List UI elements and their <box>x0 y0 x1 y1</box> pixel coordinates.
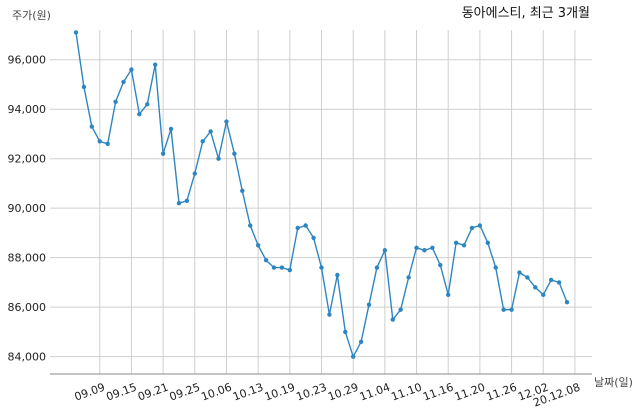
data-point <box>453 240 459 246</box>
x-tick-label: 11.04 <box>358 381 392 404</box>
data-point <box>263 257 269 263</box>
grid-lines <box>50 30 592 374</box>
data-point <box>121 79 126 85</box>
data-point <box>327 312 332 317</box>
data-point <box>382 248 388 253</box>
data-point <box>137 111 142 117</box>
data-point <box>414 245 419 250</box>
data-point <box>311 235 316 241</box>
data-point <box>469 225 475 231</box>
x-tick-label: 10.29 <box>326 381 360 404</box>
x-tick-label: 10.23 <box>294 381 328 404</box>
data-point <box>501 307 506 312</box>
x-tick-label: 09.09 <box>73 381 107 404</box>
data-point <box>81 84 87 90</box>
x-tick-label: 11.16 <box>421 381 455 404</box>
data-point <box>160 151 166 156</box>
data-point <box>548 277 554 283</box>
x-tick-label: 11.20 <box>453 381 487 404</box>
data-point <box>208 129 213 134</box>
data-point <box>422 248 427 253</box>
x-tick-label: 10.13 <box>231 381 265 404</box>
data-point <box>517 270 522 275</box>
data-point <box>374 265 380 270</box>
y-tick-label: 86,000 <box>8 301 47 314</box>
x-axis-label: 날짜(일) <box>594 375 633 389</box>
data-point <box>343 329 348 335</box>
data-point <box>240 188 245 194</box>
data-point <box>168 126 174 132</box>
data-point <box>303 223 308 228</box>
data-point <box>493 265 498 270</box>
data-point <box>73 30 79 35</box>
y-axis-label: 주가(원) <box>12 9 51 22</box>
data-point <box>390 317 395 322</box>
data-point <box>97 139 102 144</box>
data-point <box>176 201 182 206</box>
data-point <box>335 272 340 278</box>
data-point <box>248 223 253 228</box>
data-point <box>232 151 237 156</box>
y-tick-label: 88,000 <box>8 252 47 265</box>
data-point <box>446 292 451 298</box>
x-tick-label: 10.06 <box>199 381 233 404</box>
data-point <box>192 171 197 176</box>
data-point <box>406 275 411 280</box>
data-point <box>184 198 190 203</box>
data-point <box>105 141 110 147</box>
data-point <box>541 292 546 298</box>
data-point <box>279 265 285 270</box>
data-point <box>556 280 562 285</box>
x-tick-label: 10.19 <box>263 381 297 404</box>
y-tick-label: 92,000 <box>8 153 47 166</box>
x-tick-label: 09.15 <box>104 381 138 404</box>
data-point <box>525 275 530 280</box>
data-point <box>89 124 95 129</box>
y-tick-label: 94,000 <box>8 103 47 116</box>
data-point <box>145 102 150 107</box>
data-point <box>271 265 277 270</box>
data-point <box>255 243 261 248</box>
data-point <box>200 139 205 144</box>
data-point <box>430 245 435 250</box>
data-point <box>366 302 372 307</box>
y-tick-label: 90,000 <box>8 202 47 215</box>
data-point <box>533 285 538 290</box>
data-point <box>564 300 570 305</box>
data-point <box>295 225 300 231</box>
data-point <box>461 243 467 248</box>
data-point <box>350 354 356 359</box>
data-point <box>485 240 491 246</box>
data-point <box>319 265 324 270</box>
x-tick-label: 09.21 <box>136 381 170 404</box>
data-point <box>509 307 514 312</box>
data-point <box>438 262 443 268</box>
data-point <box>129 67 134 72</box>
y-tick-label: 84,000 <box>8 351 47 364</box>
data-point <box>152 62 158 67</box>
series-group <box>73 30 570 359</box>
data-point <box>113 99 118 104</box>
data-point <box>216 156 221 161</box>
data-point <box>358 339 364 345</box>
y-tick-label: 96,000 <box>8 54 47 67</box>
data-point <box>287 267 293 273</box>
x-tick-label: 11.10 <box>390 381 424 404</box>
data-point <box>477 223 483 228</box>
chart-title: 동아에스티, 최근 3개월 <box>462 6 590 21</box>
x-tick-label: 11.26 <box>485 381 519 404</box>
x-tick-label: 09.25 <box>168 381 202 404</box>
data-point <box>224 119 229 124</box>
data-point <box>398 307 403 312</box>
